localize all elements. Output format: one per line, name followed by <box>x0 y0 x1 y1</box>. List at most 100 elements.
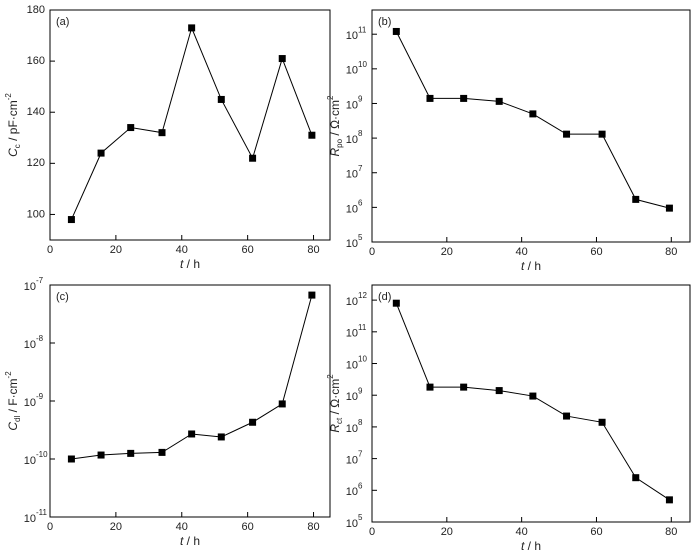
data-line <box>395 31 670 209</box>
data-point <box>392 299 400 307</box>
y-tick-exponent: -9 <box>36 392 44 401</box>
x-axis-title: t / h <box>180 534 200 548</box>
x-axis-unit: / h <box>524 259 541 273</box>
data-point <box>665 204 673 212</box>
data-point <box>460 94 468 102</box>
y-axis-subscript: c <box>13 144 22 148</box>
y-axis-unit: / Ω·cm <box>328 379 342 418</box>
y-axis-unit: / Ω·cm <box>328 100 342 139</box>
y-tick-label: 10 <box>346 238 358 250</box>
x-tick-label: 60 <box>242 521 254 533</box>
data-point <box>158 448 166 456</box>
data-point <box>217 95 225 103</box>
y-tick-exponent: -10 <box>36 450 48 459</box>
y-tick-exponent: 8 <box>358 418 363 427</box>
y-tick-label: 10 <box>346 99 358 111</box>
x-axis-symbol: t <box>180 257 184 271</box>
y-axis-symbol: R <box>328 148 342 157</box>
data-point <box>598 418 606 426</box>
y-tick-label: 10 <box>346 134 358 146</box>
data-point <box>278 55 286 63</box>
y-axis-subscript: ct <box>335 417 344 424</box>
y-axis-unit: / pF·cm <box>6 100 20 144</box>
y-axis-superscript: -2 <box>4 93 13 101</box>
y-tick-exponent: 7 <box>358 450 363 459</box>
x-tick-label: 20 <box>441 526 453 538</box>
x-axis-title: t / h <box>180 257 200 271</box>
data-point <box>249 418 257 426</box>
x-tick-label: 60 <box>590 526 602 538</box>
y-tick-exponent: 6 <box>358 198 363 207</box>
data-point <box>529 392 537 400</box>
y-tick-label: 10 <box>346 65 358 77</box>
x-axis-unit: / h <box>183 257 200 271</box>
y-tick-label: 100 <box>27 208 45 220</box>
data-line <box>395 303 670 501</box>
data-point <box>127 449 135 457</box>
data-point <box>529 110 537 118</box>
x-tick-label: 80 <box>665 246 677 258</box>
data-point <box>67 455 75 463</box>
x-tick-label: 20 <box>110 244 122 256</box>
plot-frame <box>49 284 331 518</box>
data-point <box>308 291 316 299</box>
y-tick-label: 10 <box>24 397 36 409</box>
data-point <box>495 387 503 395</box>
x-axis-unit: / h <box>183 534 200 548</box>
y-tick-exponent: 9 <box>358 386 363 395</box>
data-point <box>217 433 225 441</box>
y-axis-unit: / F·cm <box>6 378 20 415</box>
panel-label: (c) <box>56 291 69 303</box>
x-tick-label: 20 <box>441 246 453 258</box>
y-tick-label: 180 <box>27 4 45 16</box>
y-tick-label: 10 <box>346 169 358 181</box>
data-point <box>188 430 196 438</box>
data-point <box>188 24 196 32</box>
data-point <box>426 383 434 391</box>
y-tick-exponent: 11 <box>358 25 367 34</box>
y-axis-title: Rct / Ω·cm2 <box>326 374 344 433</box>
x-tick-label: 0 <box>47 521 53 533</box>
y-axis-title: Cdl / F·cm-2 <box>4 371 22 431</box>
y-tick-exponent: 9 <box>358 95 363 104</box>
y-tick-label: 140 <box>27 106 45 118</box>
data-line <box>70 26 313 220</box>
data-point <box>67 216 75 224</box>
y-axis-superscript: -2 <box>4 371 13 379</box>
data-point <box>426 94 434 102</box>
y-axis-subscript: dl <box>13 416 22 422</box>
data-point <box>495 97 503 105</box>
x-axis-symbol: t <box>521 539 525 553</box>
data-point <box>278 400 286 408</box>
panel: (d)0 20 40 60 80105106107108109101010111012t… <box>326 284 691 553</box>
plot-frame <box>371 9 691 243</box>
y-tick-label: 10 <box>346 486 358 498</box>
y-tick-exponent: 6 <box>358 481 363 490</box>
y-tick-exponent: 11 <box>358 323 367 332</box>
y-axis-superscript: 2 <box>326 374 335 379</box>
y-tick-label: 10 <box>24 281 36 293</box>
x-tick-label: 80 <box>307 521 319 533</box>
y-tick-label: 10 <box>24 455 36 467</box>
data-point <box>563 412 571 420</box>
x-tick-label: 40 <box>516 246 528 258</box>
y-tick-label: 10 <box>24 339 36 351</box>
data-point <box>127 124 135 132</box>
x-tick-label: 0 <box>369 526 375 538</box>
data-point <box>598 130 606 138</box>
panel-label: (a) <box>56 16 69 28</box>
x-tick-label: 60 <box>590 246 602 258</box>
y-tick-label: 10 <box>346 328 358 340</box>
y-tick-label: 10 <box>346 30 358 42</box>
data-point <box>308 131 316 139</box>
data-point <box>158 129 166 137</box>
x-tick-label: 40 <box>516 526 528 538</box>
y-axis-subscript: po <box>335 138 344 147</box>
plot-frame <box>371 284 691 523</box>
y-axis-superscript: 2 <box>326 95 335 100</box>
panel: (a) 0 20 40 60 80 100 120 140 160 180 t / h Cc / pF·… <box>4 4 331 271</box>
y-axis-symbol: C <box>6 148 20 157</box>
